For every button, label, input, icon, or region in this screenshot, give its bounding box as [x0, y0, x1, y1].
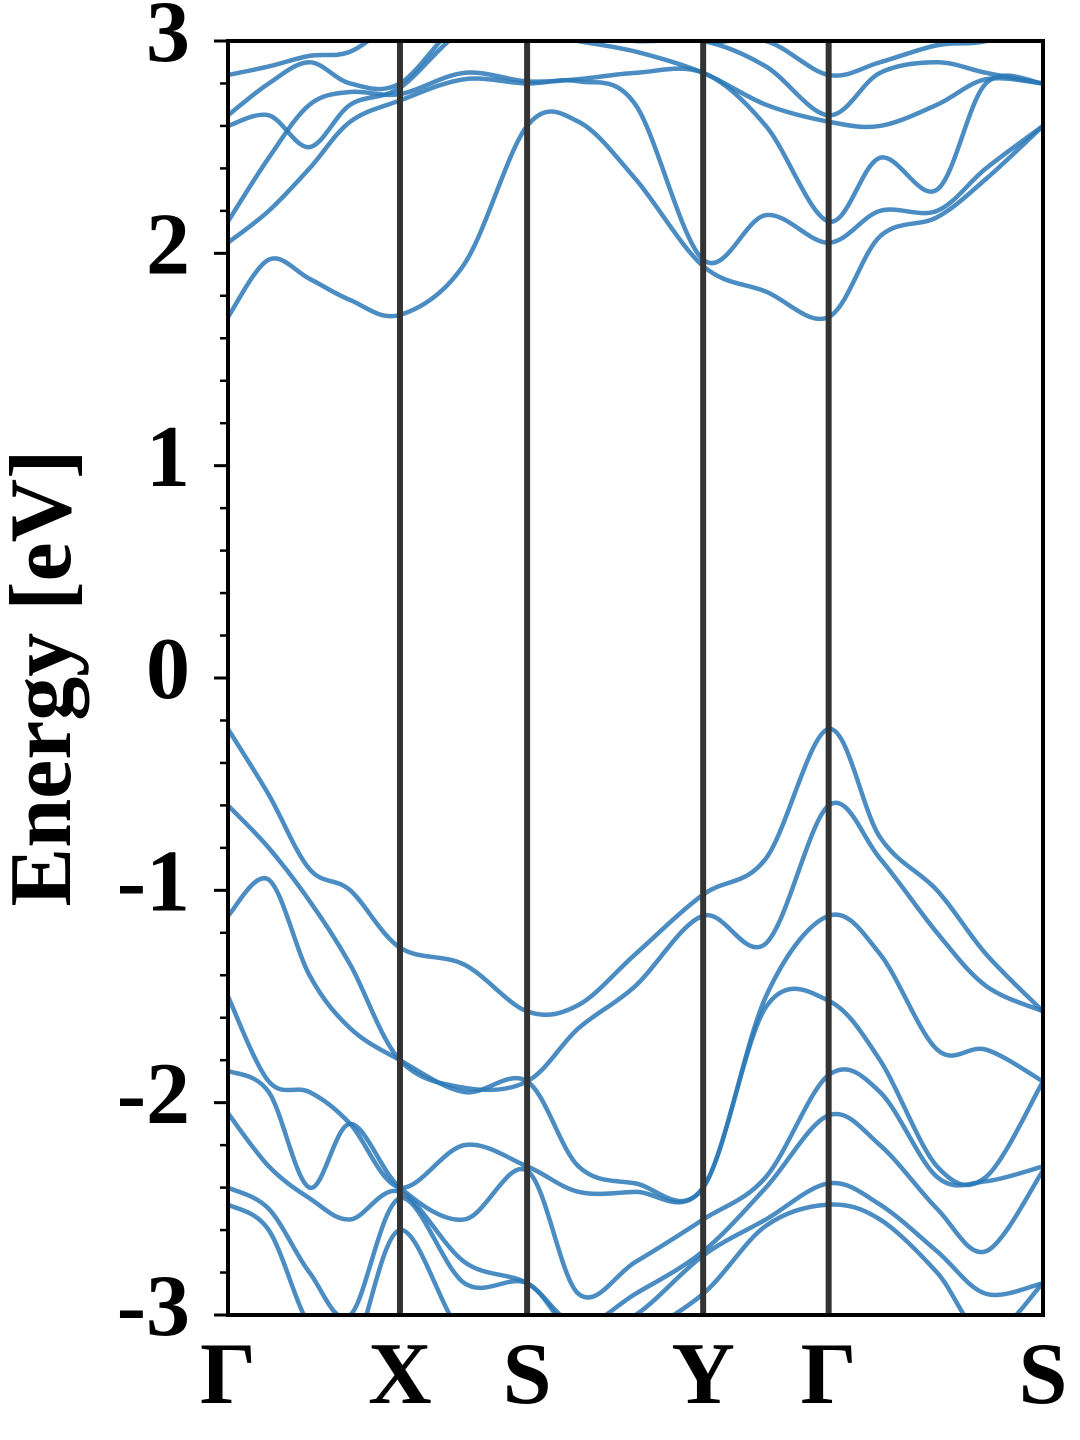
- band-line: [228, 41, 995, 78]
- x-tick-label: Y: [671, 1326, 735, 1423]
- band-line: [228, 109, 1043, 322]
- y-tick-label: -1: [117, 834, 190, 931]
- x-tick-label: Γ: [200, 1326, 256, 1423]
- y-tick-label: 2: [146, 197, 190, 294]
- band-line: [228, 986, 1043, 1205]
- band-line: [228, 66, 1043, 224]
- band-line: [228, 875, 1043, 1204]
- y-axis-label: Energy [eV]: [0, 450, 90, 907]
- y-tick-label: 1: [146, 409, 190, 506]
- x-tick-label: Γ: [801, 1326, 857, 1423]
- y-tick-label: -3: [117, 1258, 190, 1355]
- band-line: [228, 1202, 1043, 1315]
- bands: [228, 41, 1043, 1315]
- band-line: [228, 1111, 1043, 1315]
- band-line: [228, 41, 1043, 150]
- band-line: [228, 726, 1043, 1018]
- y-tick-label: 0: [146, 621, 190, 718]
- y-tick-label: -2: [117, 1046, 190, 1143]
- x-tick-label: X: [368, 1326, 432, 1423]
- band-line: [228, 76, 1043, 266]
- x-tick-label: S: [503, 1326, 552, 1423]
- y-tick-label: 3: [146, 0, 190, 81]
- band-line: [228, 1067, 1043, 1300]
- band-line: [228, 41, 1043, 118]
- x-tick-label: S: [1019, 1326, 1068, 1423]
- band-line: [228, 800, 1043, 1093]
